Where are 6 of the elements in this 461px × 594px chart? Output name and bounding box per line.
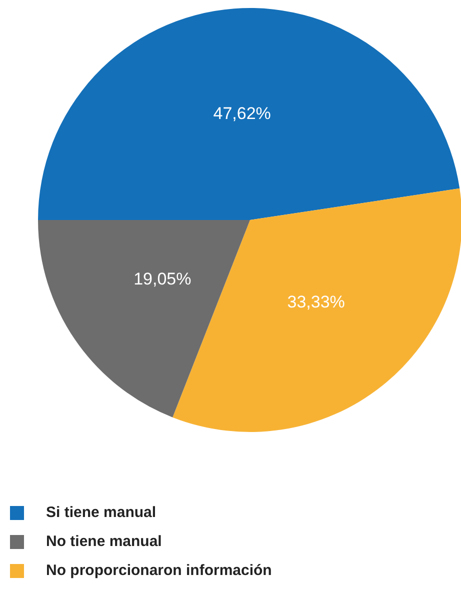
data-label: 19,05% [134,269,192,288]
legend-label: No tiene manual [46,533,162,550]
data-label: 33,33% [287,292,345,312]
legend-label: No proporcionaron información [46,562,272,579]
legend-label: Si tiene manual [46,504,156,521]
data-label: 47,62% [213,104,271,123]
